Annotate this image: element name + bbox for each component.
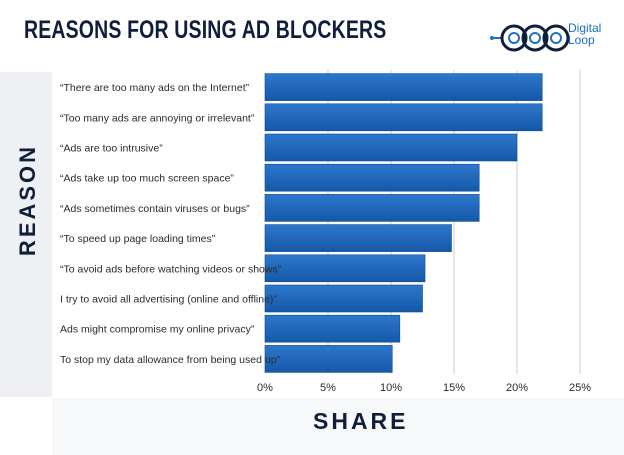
brand-line-1: Digital [568,21,602,35]
bars [264,73,543,373]
bar [264,254,426,283]
category-label: “Ads take up too much screen space” [60,173,234,185]
x-tick-label: 0% [257,382,273,394]
category-label: I try to avoid all advertising (online a… [60,294,277,306]
bar [264,345,393,373]
category-label: “To avoid ads before watching videos or … [60,263,282,275]
bar [264,163,480,192]
bar [264,224,452,252]
x-tick-label: 20% [506,382,528,394]
bar [264,103,543,132]
category-label: Ads might compromise my online privacy” [60,324,255,336]
x-tick-label: 5% [320,382,336,394]
x-tick-label: 15% [443,382,465,394]
category-labels: “There are too many ads on the Internet”… [60,82,282,366]
category-label: To stop my data allowance from being use… [60,354,281,366]
x-axis-title: SHARE [313,408,409,434]
x-axis-panel [52,398,624,455]
x-tick-label: 25% [569,382,591,394]
bar [264,194,480,222]
x-tick-labels: 0% 5% 10% 15% 20% 25% [257,382,591,394]
brand-name: Digital Loop [568,22,601,46]
category-label: “There are too many ads on the Internet” [60,82,250,94]
bar [264,133,518,162]
bar [264,314,401,343]
bar [264,284,423,313]
x-tick-label: 10% [380,382,402,394]
y-axis-panel [0,72,52,397]
brand-line-2: Loop [568,33,595,47]
page-title: REASONS FOR USING AD BLOCKERS [24,16,387,44]
bar [264,73,543,101]
category-label: “Ads sometimes contain viruses or bugs” [60,203,250,215]
category-label: “To speed up page loading times” [60,233,216,245]
category-label: “Too many ads are annoying or irrelevant… [60,112,255,124]
brand-logo-icon [490,24,570,52]
category-label: “Ads are too intrusive” [60,143,163,155]
